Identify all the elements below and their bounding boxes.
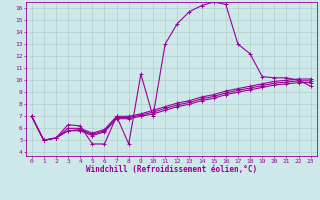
X-axis label: Windchill (Refroidissement éolien,°C): Windchill (Refroidissement éolien,°C) xyxy=(86,165,257,174)
